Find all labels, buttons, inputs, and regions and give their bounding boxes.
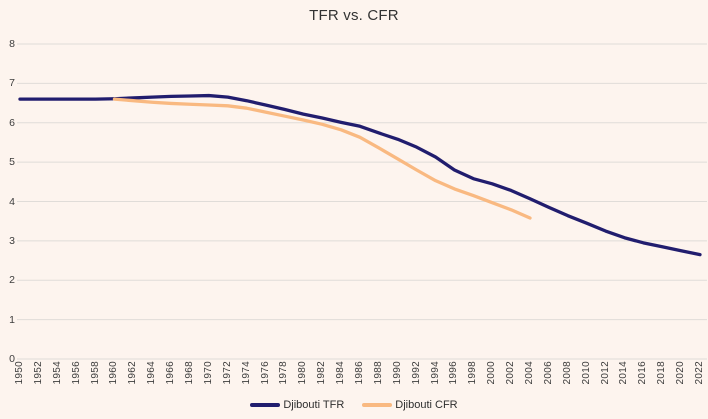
x-axis-tick-label: 1964 <box>146 361 158 385</box>
x-axis-tick-label: 1970 <box>202 361 214 385</box>
x-axis-tick-label: 1998 <box>467 361 479 385</box>
x-axis-tick-label: 1972 <box>221 361 233 385</box>
x-axis-tick-label: 2020 <box>675 361 687 385</box>
x-axis-tick-label: 1984 <box>335 361 347 385</box>
cfr-line <box>112 97 532 220</box>
x-axis-tick-label: 1960 <box>108 361 120 385</box>
x-axis-tick-label: 1962 <box>127 361 139 385</box>
x-axis-tick-label: 2010 <box>580 361 592 385</box>
legend-label-cfr: Djibouti CFR <box>395 399 458 411</box>
y-axis-tick-label: 3 <box>9 234 15 247</box>
x-axis-tick-label: 2016 <box>637 361 649 385</box>
x-axis-tick-label: 1990 <box>391 361 403 385</box>
y-axis-tick-label: 8 <box>9 38 15 50</box>
x-axis-tick-label: 2004 <box>524 361 535 385</box>
y-axis-tick-label: 4 <box>9 195 15 208</box>
x-axis-tick-label: 1988 <box>372 361 384 385</box>
x-axis-tick-label: 2008 <box>561 361 573 385</box>
y-axis-tick-label: 6 <box>9 116 15 129</box>
x-axis-tick-label: 1952 <box>32 361 44 385</box>
x-axis-tick-label: 1966 <box>165 361 177 385</box>
x-axis-tick-label: 1958 <box>89 361 101 385</box>
legend-swatch-cfr <box>362 403 393 407</box>
x-axis-tick-label: 2000 <box>486 361 498 385</box>
y-axis-tick-label: 1 <box>9 313 15 326</box>
legend-item-tfr: Djibouti TFR <box>250 399 344 411</box>
x-axis-tick-label: 2018 <box>656 361 668 385</box>
y-axis-tick-label: 5 <box>9 156 15 169</box>
legend-item-cfr: Djibouti CFR <box>362 399 458 411</box>
x-axis-tick-label: 1982 <box>316 361 328 385</box>
y-axis-tick-label: 2 <box>9 274 15 287</box>
y-axis-tick-label: 0 <box>9 353 15 365</box>
x-axis-tick-label: 2012 <box>599 361 611 385</box>
x-axis-tick-label: 2002 <box>505 361 517 385</box>
x-axis-tick-label: 1980 <box>297 361 309 385</box>
x-axis-tick-label: 1968 <box>184 361 195 385</box>
x-axis-tick-label: 1986 <box>354 361 365 385</box>
x-axis-tick-label: 1978 <box>278 361 290 385</box>
x-axis-tick-label: 1994 <box>429 361 441 385</box>
x-axis-tick-label: 1950 <box>14 361 25 385</box>
x-axis-tick-label: 1992 <box>410 361 422 385</box>
tfr-line <box>18 93 702 257</box>
chart-title: TFR vs. CFR <box>309 7 399 24</box>
x-axis-tick-label: 2022 <box>694 361 705 385</box>
x-axis-tick-label: 2006 <box>542 361 554 385</box>
legend: Djibouti TFR Djibouti CFR <box>0 399 708 411</box>
x-axis-tick-label: 2014 <box>618 361 630 385</box>
x-axis-tick-label: 1996 <box>448 361 460 385</box>
x-axis-tick-label: 1976 <box>259 361 271 385</box>
y-axis-tick-label: 7 <box>9 77 15 90</box>
x-axis-tick-label: 1974 <box>240 361 252 385</box>
x-axis-tick-label: 1956 <box>70 361 82 385</box>
legend-label-tfr: Djibouti TFR <box>283 399 345 411</box>
legend-swatch-tfr <box>250 403 281 407</box>
x-axis-tick-label: 1954 <box>51 361 63 385</box>
